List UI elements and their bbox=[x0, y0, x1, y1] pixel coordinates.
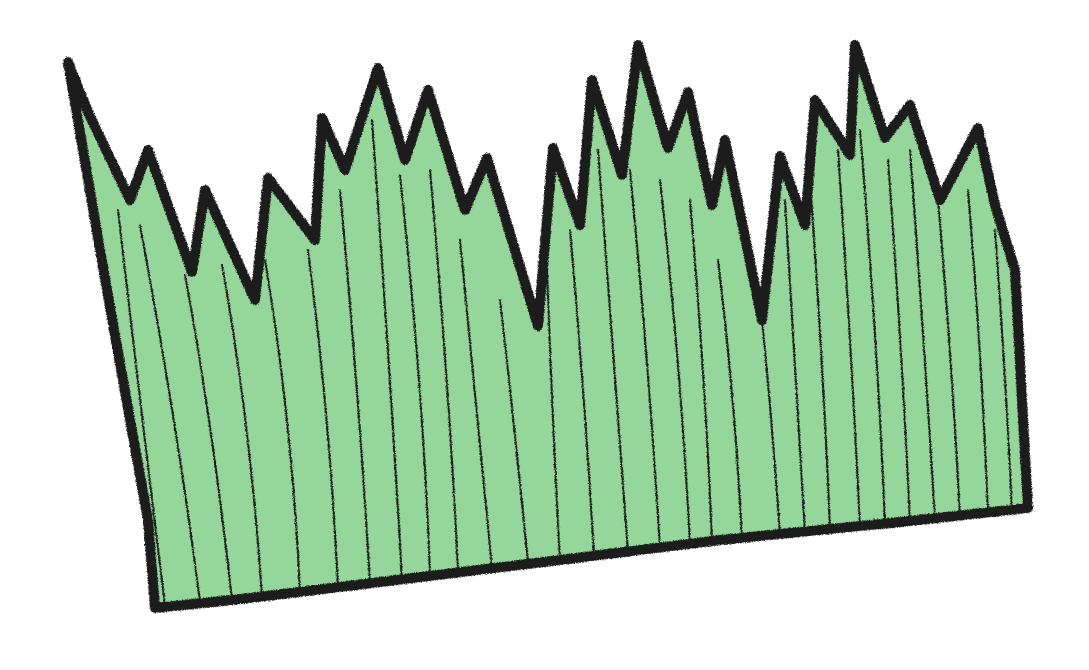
grass-outline bbox=[63, 40, 1033, 613]
blade-line bbox=[221, 264, 263, 598]
blade-line bbox=[717, 259, 743, 540]
blade-line bbox=[117, 209, 166, 606]
blade-line bbox=[629, 169, 661, 550]
blade-line bbox=[399, 174, 431, 577]
blade-line bbox=[307, 249, 339, 589]
blade-line bbox=[597, 149, 629, 553]
blade-line bbox=[184, 274, 233, 601]
blade-line bbox=[761, 319, 781, 536]
blade-line bbox=[967, 189, 989, 516]
blade-line bbox=[569, 229, 595, 557]
blade-line bbox=[499, 299, 529, 564]
blade-line bbox=[429, 169, 459, 573]
blade-line bbox=[937, 199, 961, 519]
blade-line bbox=[339, 189, 371, 585]
blade-line bbox=[784, 199, 806, 534]
blade-line bbox=[371, 119, 403, 581]
blade-line bbox=[994, 229, 1013, 513]
blade-line bbox=[459, 239, 493, 569]
blade-line bbox=[264, 259, 301, 594]
blade-line bbox=[887, 159, 911, 524]
blade-line bbox=[139, 224, 201, 603]
blade-line bbox=[809, 179, 831, 531]
blade-line bbox=[659, 179, 691, 547]
blade-line bbox=[859, 129, 886, 526]
blade-lines bbox=[117, 119, 1013, 606]
blade-line bbox=[689, 199, 713, 543]
blade-line bbox=[909, 149, 936, 521]
blade-line bbox=[837, 149, 861, 528]
